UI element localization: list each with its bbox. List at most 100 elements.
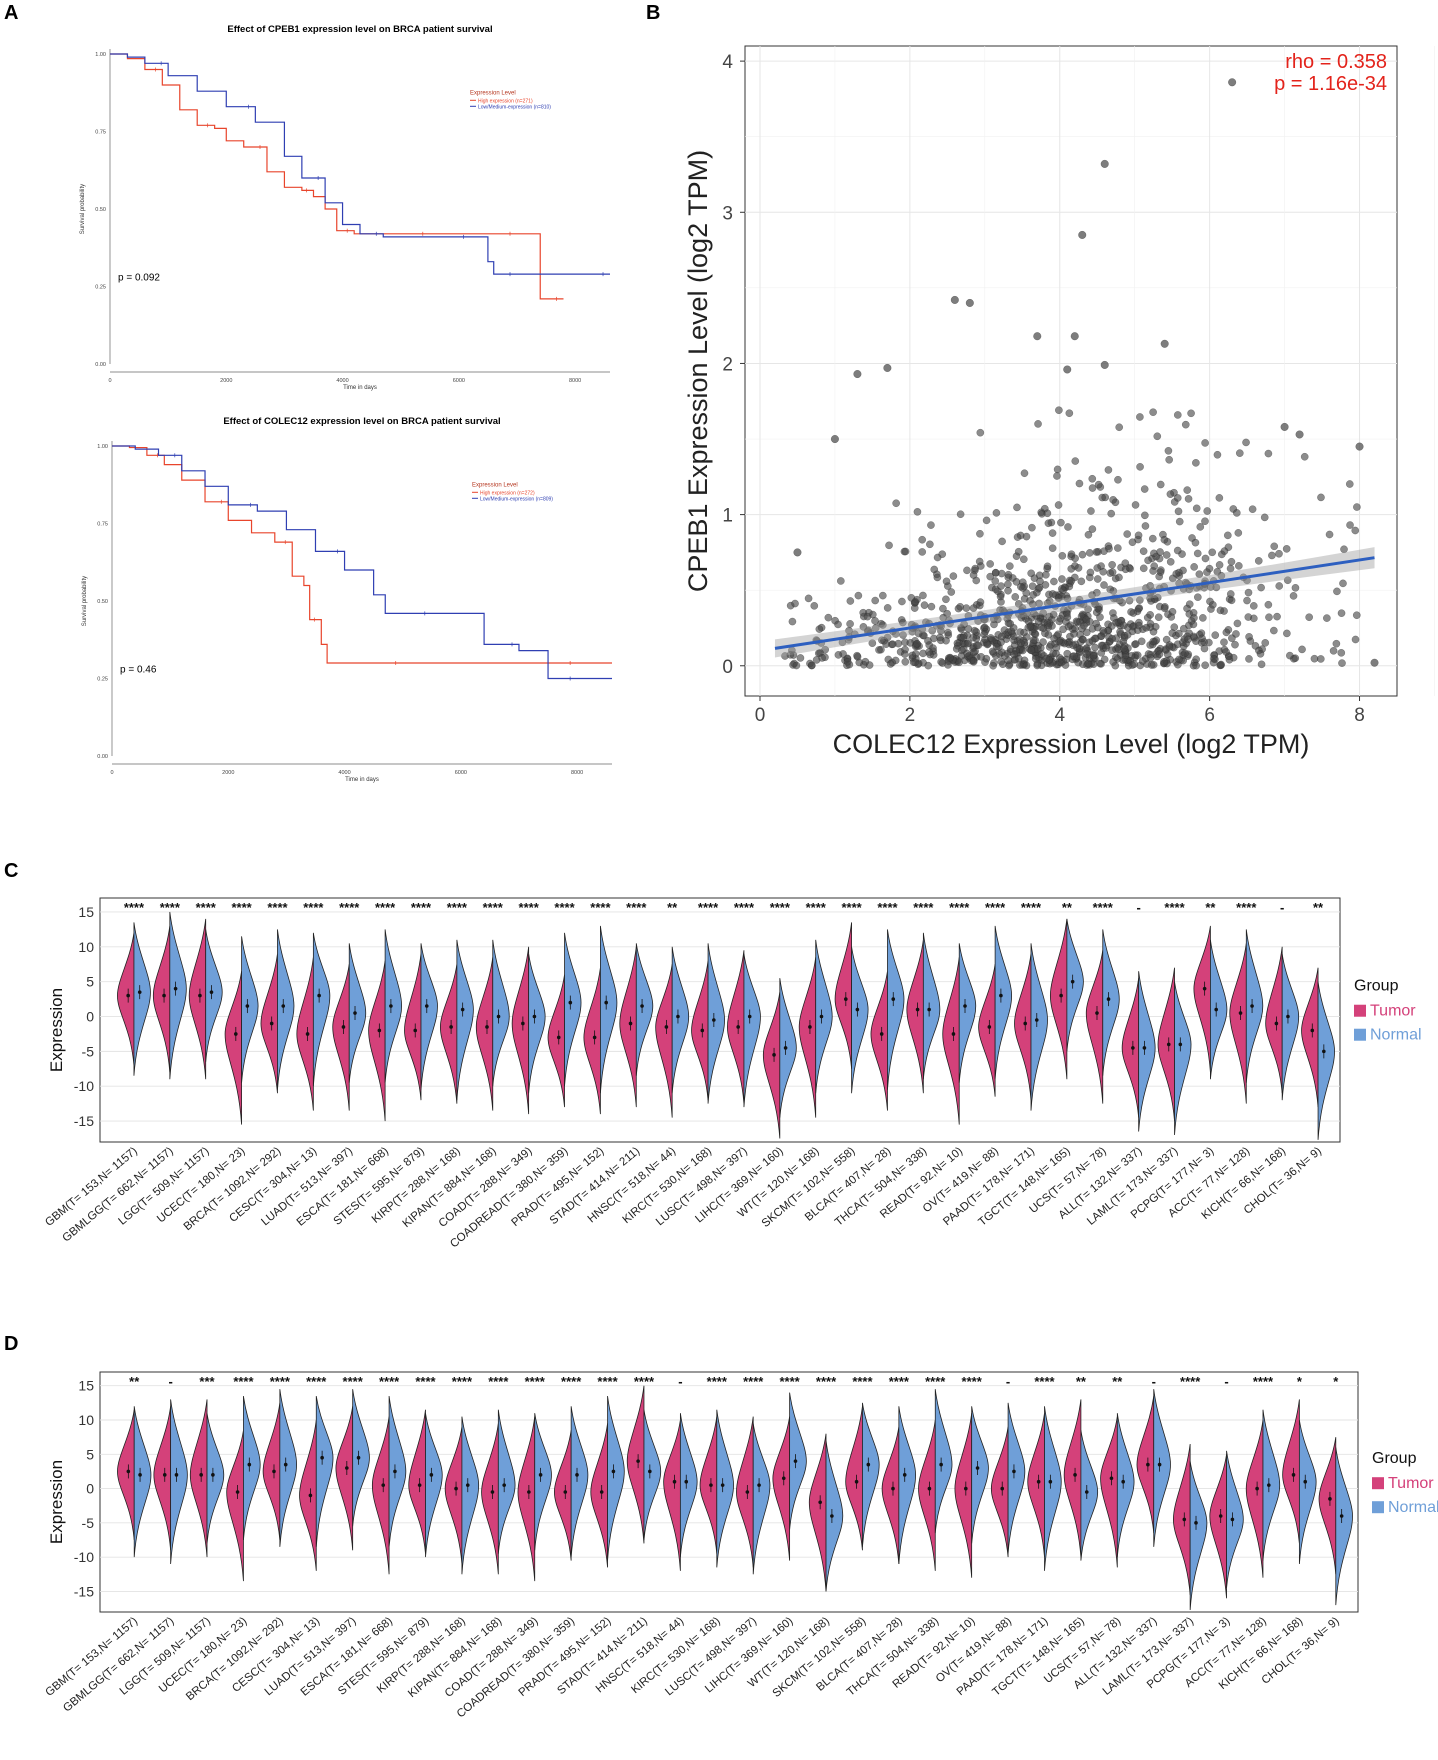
violin_c-violin-normal — [384, 929, 403, 1083]
scatter-point — [1192, 458, 1200, 467]
scatter-point — [920, 601, 929, 609]
scatter-point — [1093, 575, 1102, 583]
violin_c-median-dot — [1166, 1042, 1171, 1047]
violin_c-violin-normal — [456, 939, 474, 1101]
scatter-point — [810, 601, 819, 610]
violin_d-violin-normal — [534, 1413, 552, 1551]
violin_d-median-dot — [283, 1462, 288, 1467]
violin_c-significance: **** — [841, 900, 862, 915]
violin_c-median-dot — [1059, 993, 1063, 998]
violin_c-median-dot — [1274, 1021, 1279, 1026]
violin_d-median-dot — [393, 1469, 397, 1474]
violin_d-legend-swatch — [1372, 1501, 1384, 1514]
scatter-point — [933, 573, 942, 582]
scatter-point — [1079, 635, 1087, 644]
scatter-point — [1190, 563, 1198, 571]
scatter-point — [1283, 629, 1291, 638]
violin_c-significance: **** — [483, 900, 504, 915]
scatter-pvalue: p = 1.16e-34 — [1274, 73, 1387, 95]
scatter-point — [1091, 643, 1099, 652]
violin_c-significance: **** — [913, 900, 934, 915]
violin_d-median-dot — [1012, 1469, 1016, 1474]
scatter-point — [824, 613, 833, 622]
violin_d-median-dot — [939, 1462, 943, 1467]
violin_d-median-dot — [381, 1483, 386, 1487]
violin_d-median-dot — [611, 1469, 616, 1474]
scatter-point — [1133, 651, 1142, 660]
violin_d-violin-normal — [133, 1406, 152, 1558]
scatter-point — [1027, 646, 1036, 655]
violin_c-violin-tumor — [1265, 946, 1283, 1094]
scatter-point — [1088, 525, 1097, 533]
violin_d-violin-tumor — [1172, 1443, 1191, 1595]
scatter-point — [1352, 611, 1361, 620]
violin_c-violin-normal — [1281, 953, 1300, 1101]
km1-xtick-label: 6000 — [453, 378, 465, 384]
scatter-point — [804, 594, 813, 603]
violin_c-significance: **** — [339, 900, 360, 915]
scatter-point — [897, 616, 906, 624]
scatter-point — [1193, 549, 1202, 558]
scatter-point — [1146, 610, 1155, 619]
scatter-point — [1211, 631, 1220, 639]
scatter-point — [1070, 629, 1078, 638]
violin_c-median-dot — [532, 1014, 537, 1019]
violin_d-median-dot — [1146, 1462, 1150, 1467]
violin_d-median-dot — [1036, 1479, 1041, 1484]
violin_c-significance: **** — [554, 900, 575, 915]
scatter-point — [1235, 449, 1244, 458]
km1-xtick-label: 4000 — [336, 378, 348, 384]
violin_c-median-dot — [305, 1032, 310, 1036]
violin_d-median-dot — [211, 1473, 215, 1477]
violin_d-ytick-label: 0 — [86, 1481, 94, 1497]
scatter-point — [1064, 622, 1073, 631]
scatter-point — [1074, 564, 1083, 572]
scatter-point — [1228, 78, 1237, 87]
scatter-point — [1054, 630, 1062, 639]
scatter-point — [992, 509, 1001, 517]
violin_c-median-dot — [389, 1004, 393, 1008]
scatter-point — [1193, 593, 1202, 602]
violin_d-violin-normal — [789, 1392, 807, 1530]
scatter-point — [1136, 413, 1144, 421]
violin_c-significance: **** — [734, 900, 755, 915]
violin_c-median-dot — [808, 1025, 812, 1029]
violin_c-median-dot — [1070, 979, 1075, 984]
scatter-point — [1183, 486, 1192, 494]
km1-xtick-label: 0 — [108, 378, 111, 384]
violin_c-violin-normal — [1245, 929, 1264, 1083]
scatter-point — [1063, 365, 1072, 374]
scatter-point — [1215, 494, 1224, 502]
violin_d-median-dot — [818, 1500, 822, 1505]
scatter-point — [846, 597, 855, 605]
violin_c-violin-normal — [277, 929, 295, 1090]
km1-xtick-label: 2000 — [220, 378, 232, 384]
scatter-point — [1305, 613, 1314, 622]
violin_c-violin-tumor — [619, 946, 637, 1108]
scatter-point — [1022, 661, 1031, 670]
scatter-chart: 0 1 2 3 4 0 2 4 6 8 COLEC12 Expression Level (log2… — [683, 45, 1435, 759]
km2-chart: Effect of COLEC12 expression level on BR… — [82, 416, 612, 783]
scatter-point — [1254, 556, 1263, 565]
scatter-point — [1317, 493, 1325, 502]
scatter-point — [1114, 475, 1122, 484]
violin_c-median-dot — [377, 1028, 382, 1033]
violin_d-significance: - — [678, 1374, 682, 1389]
violin_c-violin-tumor — [511, 946, 530, 1115]
scatter-point — [1088, 474, 1097, 483]
violin_c-significance: **** — [411, 900, 432, 915]
scatter-point — [1123, 631, 1132, 639]
scatter-point — [1011, 593, 1020, 601]
scatter-ytick-label: 2 — [722, 354, 733, 375]
scatter-point — [1094, 604, 1102, 613]
scatter-point — [1107, 509, 1116, 518]
scatter-point — [1033, 332, 1042, 341]
violin_d-significance: **** — [816, 1374, 837, 1389]
scatter-point — [980, 623, 989, 632]
violin_c-median-dot — [604, 1000, 608, 1005]
violin_d-significance: - — [1224, 1374, 1228, 1389]
violin_d-violin-tumor — [1027, 1413, 1045, 1558]
violin_d-violin-tumor — [590, 1423, 608, 1568]
violin_d-violin-normal — [862, 1402, 880, 1547]
km1-series-line — [110, 53, 610, 275]
